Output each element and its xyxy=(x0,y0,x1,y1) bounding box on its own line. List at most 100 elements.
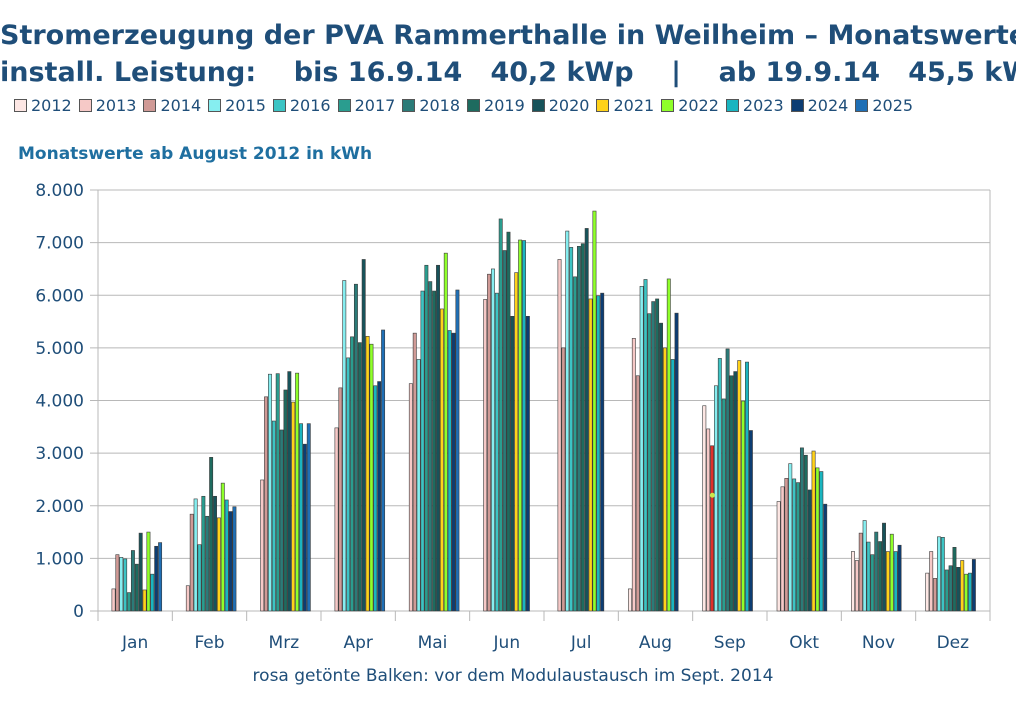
chart-title-line-2: install. Leistung: bis 16.9.14 40,2 kWp … xyxy=(0,57,1016,88)
legend-label: 2013 xyxy=(95,96,137,115)
bar-2015-Feb xyxy=(193,498,198,612)
bar-2012-Aug xyxy=(628,588,632,612)
bar-2015-Nov xyxy=(862,520,867,612)
bar-2016-Mai xyxy=(420,290,425,612)
y-tick-label: 0 xyxy=(73,602,84,622)
x-tick-label: Feb xyxy=(194,633,224,653)
legend-label: 2017 xyxy=(354,96,396,115)
bar-2025-Feb xyxy=(232,506,237,612)
bar-2017-Mai xyxy=(424,264,429,612)
bar-2016-Apr xyxy=(346,357,351,612)
bar-2023-Okt xyxy=(819,471,824,612)
bar-2015-Dez xyxy=(937,536,941,612)
bar-2023-Mai xyxy=(447,330,452,612)
bar-2024-Jul xyxy=(600,292,605,612)
bar-2012-Sep xyxy=(702,405,707,612)
bar-2023-Nov xyxy=(893,551,898,612)
highlight-marker xyxy=(709,492,715,498)
x-tick-label: Apr xyxy=(343,633,372,653)
x-tick-label: Mai xyxy=(418,633,448,653)
bar-2013-Jun xyxy=(483,299,488,612)
bar-2023-Jan xyxy=(150,573,155,612)
legend-label: 2015 xyxy=(225,96,266,115)
bar-2014-Jan xyxy=(115,554,120,612)
bar-2015-Mai xyxy=(416,359,421,612)
bar-2019-Dez xyxy=(952,547,957,612)
bar-2025-Mrz xyxy=(306,423,311,612)
bar-2023-Mrz xyxy=(299,423,303,612)
legend-swatch xyxy=(272,99,286,112)
bar-2024-Dez xyxy=(971,559,976,612)
legend-item-2023: 2023 xyxy=(725,96,784,115)
bar-2015-Sep xyxy=(714,385,718,612)
legend-item-2016: 2016 xyxy=(272,96,331,115)
legend-item-2021: 2021 xyxy=(596,96,654,115)
legend: 2012 2013 2014 2015 2016 2017 2018 2019 2020 2021… xyxy=(14,96,1014,115)
bar-2018-Apr xyxy=(353,283,358,612)
bar-2019-Jan xyxy=(134,563,139,612)
legend-item-2019: 2019 xyxy=(467,96,525,115)
legend-item-2017: 2017 xyxy=(337,96,396,115)
bar-2014-Aug xyxy=(635,375,640,612)
bar-2015-Jun xyxy=(491,268,495,612)
bar-2019-Mai xyxy=(432,290,437,612)
bar-2014-Dez xyxy=(933,578,938,612)
legend-swatch xyxy=(208,99,222,112)
bar-2022-Nov xyxy=(889,533,894,612)
bar-2022-Dez xyxy=(964,573,969,612)
bar-2021-Jan xyxy=(142,589,147,612)
bar-2022-Mai xyxy=(443,252,448,612)
legend-label: 2012 xyxy=(31,96,72,115)
legend-swatch xyxy=(14,99,27,112)
legend-swatch xyxy=(78,99,92,112)
bar-2014-Feb xyxy=(189,513,194,612)
y-tick-label: 2.000 xyxy=(35,497,84,517)
bar-2018-Sep xyxy=(725,348,730,612)
chart-title-line-1: Stromerzeugung der PVA Rammerthalle in W… xyxy=(0,20,1016,51)
bar-2018-Mrz xyxy=(279,429,284,612)
bar-2023-Sep xyxy=(745,361,749,612)
bar-2013-Nov xyxy=(854,560,859,612)
bar-2022-Jul xyxy=(592,210,597,612)
legend-label: 2022 xyxy=(678,96,719,115)
bar-2019-Okt xyxy=(803,454,808,612)
legend-item-2012: 2012 xyxy=(14,96,72,115)
bar-2013-Jul xyxy=(557,259,562,612)
y-tick-label: 6.000 xyxy=(35,286,84,306)
bar-2024-Mai xyxy=(451,332,456,612)
legend-swatch xyxy=(596,99,610,112)
bar-2014-Jul xyxy=(561,347,566,612)
legend-label: 2020 xyxy=(548,96,590,115)
legend-label: 2019 xyxy=(484,96,525,115)
y-tick-label: 3.000 xyxy=(35,444,84,464)
bar-2014-Sep xyxy=(710,445,715,612)
bar-2015-Mrz xyxy=(268,373,272,612)
bar-2013-Mrz xyxy=(260,479,265,612)
bar-2021-Sep xyxy=(737,360,742,612)
bar-2025-Apr xyxy=(381,329,386,612)
bar-2017-Jan xyxy=(127,592,131,612)
legend-label: 2023 xyxy=(742,96,784,115)
legend-item-2015: 2015 xyxy=(208,96,266,115)
bar-2013-Feb xyxy=(185,585,190,612)
x-tick-label: Dez xyxy=(937,633,970,653)
bar-2017-Sep xyxy=(721,398,726,612)
bar-2022-Jun xyxy=(518,239,523,612)
y-tick-label: 4.000 xyxy=(35,392,84,412)
bar-2020-Aug xyxy=(659,322,663,612)
bar-2012-Dez xyxy=(925,572,930,612)
bar-2024-Jun xyxy=(525,315,530,612)
bar-2018-Jul xyxy=(576,246,581,612)
bar-2020-Nov xyxy=(882,522,886,612)
bar-2021-Nov xyxy=(885,551,890,612)
legend-swatch xyxy=(143,99,157,112)
bar-2022-Sep xyxy=(741,400,746,612)
bar-2022-Jan xyxy=(146,531,151,612)
bar-2018-Dez xyxy=(948,565,953,612)
x-tick-label: Nov xyxy=(862,633,895,653)
legend-swatch xyxy=(725,99,739,112)
legend-item-2013: 2013 xyxy=(78,96,137,115)
bar-2024-Sep xyxy=(748,430,753,612)
legend-item-2020: 2020 xyxy=(531,96,590,115)
